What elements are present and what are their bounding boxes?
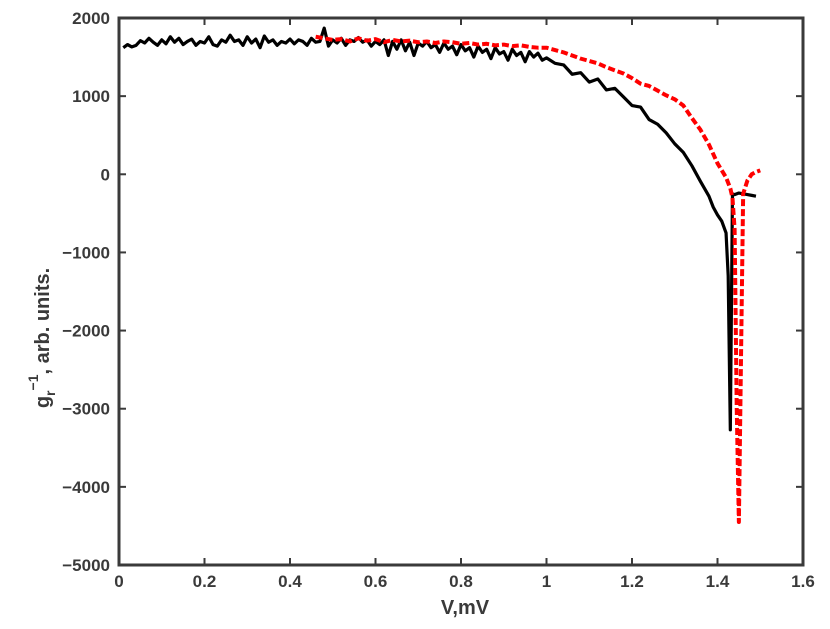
y-axis-label-superscript: −1 xyxy=(25,374,41,390)
y-tick-labels: −5000 −4000 −3000 −2000 −1000 0 1000 2000 xyxy=(62,9,110,575)
plot-series xyxy=(122,26,761,525)
y-tick-label: −4000 xyxy=(62,478,110,497)
y-axis-label-rest: , arb. units. xyxy=(32,268,54,375)
y-axis-label: gr−1, arb. units. xyxy=(25,268,58,408)
y-tick-label: −2000 xyxy=(62,322,110,341)
x-tick-label: 1.2 xyxy=(620,572,644,591)
y-tick-label: −3000 xyxy=(62,400,110,419)
y-axis-label-subscript: r xyxy=(42,390,58,396)
y-tick-label: 1000 xyxy=(72,87,110,106)
x-tick-label: 1.4 xyxy=(706,572,730,591)
x-tick-label: 0.4 xyxy=(278,572,302,591)
x-tick-label: 1 xyxy=(542,572,551,591)
x-tick-labels: 0 0.2 0.4 0.6 0.8 1 1.2 1.4 1.6 xyxy=(114,572,815,591)
x-tick-label: 0.6 xyxy=(364,572,388,591)
x-axis-label: V,mV xyxy=(441,597,490,619)
y-tick-label: 0 xyxy=(101,165,110,184)
series-line-1 xyxy=(122,26,757,432)
y-tick-label: −5000 xyxy=(62,556,110,575)
x-tick-label: 0.2 xyxy=(193,572,217,591)
y-tick-label: −1000 xyxy=(62,243,110,262)
x-tick-label: 1.6 xyxy=(791,572,815,591)
y-tick-label: 2000 xyxy=(72,9,110,28)
x-tick-label: 0.8 xyxy=(449,572,473,591)
x-tick-label: 0 xyxy=(114,572,123,591)
series-line-2 xyxy=(315,34,761,525)
y-axis-label-base: g xyxy=(32,396,54,408)
axis-ticks xyxy=(118,17,804,566)
